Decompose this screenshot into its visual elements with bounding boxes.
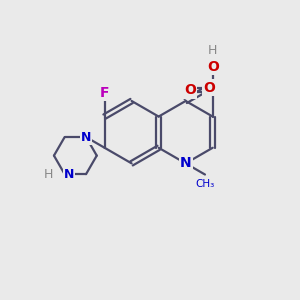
Text: O: O <box>184 83 196 98</box>
Text: H: H <box>44 168 53 181</box>
Text: O: O <box>207 60 219 74</box>
Text: N: N <box>64 168 74 181</box>
Text: F: F <box>100 86 109 100</box>
Text: N: N <box>81 130 91 144</box>
Text: O: O <box>203 81 215 94</box>
Text: H: H <box>208 44 218 57</box>
Text: N: N <box>180 156 191 170</box>
Text: CH₃: CH₃ <box>195 179 214 189</box>
